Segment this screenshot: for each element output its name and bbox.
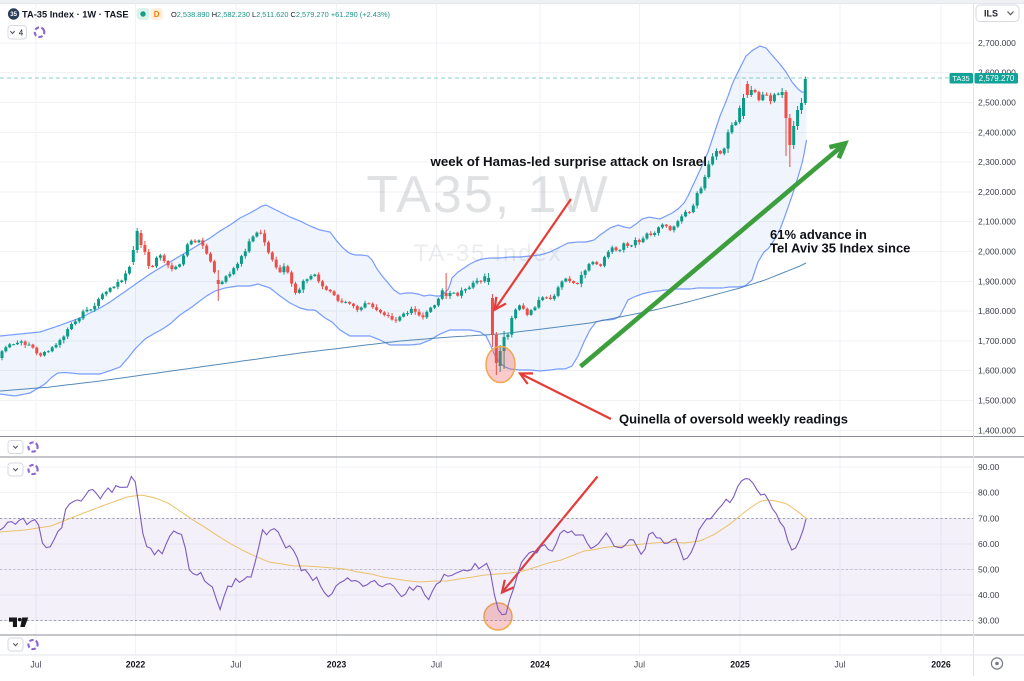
svg-text:1,600.000: 1,600.000 [978, 366, 1016, 376]
svg-text:Jul: Jul [431, 660, 442, 670]
svg-text:40.00: 40.00 [978, 590, 1000, 600]
svg-text:2024: 2024 [530, 660, 550, 670]
svg-text:2022: 2022 [126, 660, 146, 670]
svg-text:D: D [154, 10, 160, 19]
svg-text:61% advance in: 61% advance in [770, 227, 867, 242]
svg-text:ILS: ILS [984, 9, 998, 19]
svg-text:2,100.000: 2,100.000 [978, 217, 1016, 227]
svg-text:Jul: Jul [30, 660, 41, 670]
svg-text:Quinella of oversold weekly re: Quinella of oversold weekly readings [619, 412, 848, 427]
svg-text:TA-35 Index: TA-35 Index [414, 240, 563, 267]
svg-text:2,400.000: 2,400.000 [978, 127, 1016, 137]
svg-text:90.00: 90.00 [978, 462, 1000, 472]
svg-text:Jul: Jul [230, 660, 241, 670]
svg-text:1,900.000: 1,900.000 [978, 276, 1016, 286]
svg-text:2,579.270: 2,579.270 [979, 74, 1015, 83]
svg-text:2,200.000: 2,200.000 [978, 187, 1016, 197]
svg-text:2,000.000: 2,000.000 [978, 247, 1016, 257]
svg-text:TA35, 1W: TA35, 1W [366, 166, 609, 224]
svg-text:week of Hamas-led surprise att: week of Hamas-led surprise attack on Isr… [430, 154, 707, 169]
svg-text:35: 35 [10, 12, 17, 18]
svg-text:30.00: 30.00 [978, 616, 1000, 626]
svg-text:Jul: Jul [634, 660, 645, 670]
svg-text:2026: 2026 [931, 660, 951, 670]
svg-text:Jul: Jul [834, 660, 845, 670]
svg-text:1,400.000: 1,400.000 [978, 425, 1016, 435]
svg-text:2,700.000: 2,700.000 [978, 38, 1016, 48]
svg-text:2023: 2023 [327, 660, 347, 670]
svg-text:2,500.000: 2,500.000 [978, 98, 1016, 108]
svg-text:60.00: 60.00 [978, 539, 1000, 549]
svg-text:1,800.000: 1,800.000 [978, 306, 1016, 316]
svg-text:2025: 2025 [730, 660, 750, 670]
svg-text:TA35: TA35 [952, 74, 969, 83]
svg-text:70.00: 70.00 [978, 513, 1000, 523]
svg-text:Tel Aviv 35 Index since: Tel Aviv 35 Index since [770, 241, 910, 256]
svg-text:80.00: 80.00 [978, 488, 1000, 498]
svg-text:1,700.000: 1,700.000 [978, 336, 1016, 346]
svg-text:2,600.000: 2,600.000 [978, 68, 1016, 78]
svg-text:4: 4 [19, 28, 24, 37]
svg-text:TA-35 Index · 1W · TASE: TA-35 Index · 1W · TASE [22, 9, 129, 19]
svg-text:2,300.000: 2,300.000 [978, 157, 1016, 167]
svg-text:O2,538.890 H2,582.230 L2,511.6: O2,538.890 H2,582.230 L2,511.620 C2,579.… [171, 10, 390, 19]
svg-text:1,500.000: 1,500.000 [978, 396, 1016, 406]
svg-text:50.00: 50.00 [978, 565, 1000, 575]
